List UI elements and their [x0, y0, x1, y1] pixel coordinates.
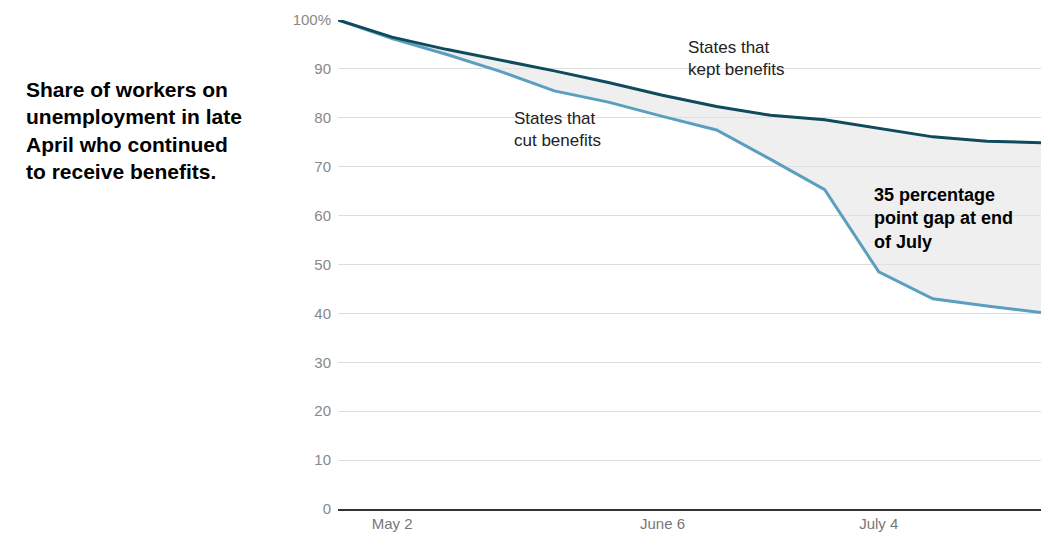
svg-text:States thatcut benefits: States thatcut benefits	[514, 109, 601, 150]
svg-text:May 2: May 2	[372, 515, 413, 532]
svg-text:Share of workers onunemploymen: Share of workers onunemployment in lateA…	[26, 78, 242, 183]
svg-text:100%: 100%	[293, 11, 331, 28]
svg-text:60: 60	[314, 207, 331, 224]
svg-text:0: 0	[323, 500, 331, 517]
svg-text:40: 40	[314, 305, 331, 322]
svg-text:10: 10	[314, 451, 331, 468]
svg-text:20: 20	[314, 402, 331, 419]
svg-text:70: 70	[314, 158, 331, 175]
svg-text:90: 90	[314, 60, 331, 77]
svg-text:30: 30	[314, 354, 331, 371]
svg-text:80: 80	[314, 109, 331, 126]
svg-text:June 6: June 6	[640, 515, 685, 532]
svg-text:States thatkept benefits: States thatkept benefits	[688, 38, 784, 79]
svg-text:July 4: July 4	[859, 515, 898, 532]
svg-text:35 percentagepoint gap at endo: 35 percentagepoint gap at endof July	[874, 185, 1013, 252]
svg-text:50: 50	[314, 256, 331, 273]
